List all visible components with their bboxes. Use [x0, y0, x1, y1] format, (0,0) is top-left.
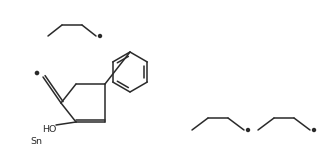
- Circle shape: [313, 128, 316, 132]
- Circle shape: [98, 35, 101, 37]
- Text: HO: HO: [42, 126, 56, 134]
- Circle shape: [35, 71, 39, 75]
- Circle shape: [246, 128, 250, 132]
- Text: Sn: Sn: [30, 138, 42, 147]
